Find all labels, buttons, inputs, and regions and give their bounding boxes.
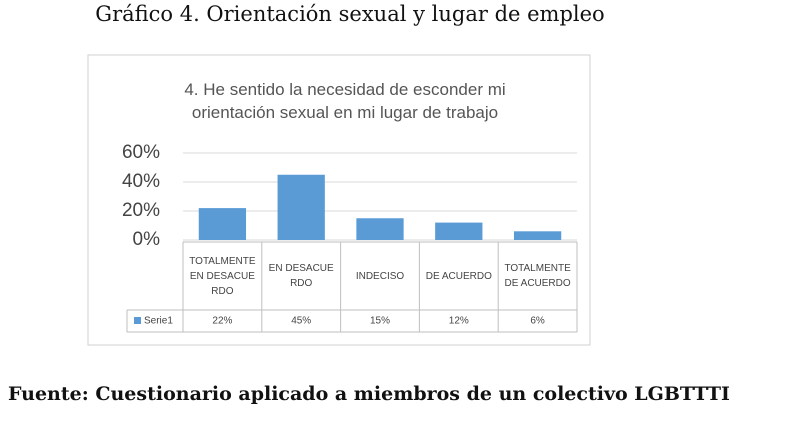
value-label: 6% [530,316,545,327]
y-tick-label: 20% [122,200,160,221]
chart-frame [87,54,591,346]
chart-title: 4. He sentido la necesidad de esconder m… [184,80,506,122]
x-tick-label: INDECISO [355,270,405,282]
bar [198,208,247,240]
y-tick-label: 0% [133,229,161,250]
value-label: 22% [212,316,232,327]
x-tick-label: TOTALMENTE EN DESACUERDO [189,255,256,297]
bar [513,231,562,240]
legend-label: Serie1 [144,316,173,327]
x-tick-label: EN DESACUERDO [268,263,334,289]
y-tick-label: 60% [122,142,160,163]
value-label: 12% [449,316,469,327]
bar [435,222,483,240]
value-label: 45% [291,316,311,327]
x-tick-label: TOTALMENTE DE ACUERDO [504,263,571,289]
value-label: 15% [370,316,390,327]
legend-swatch [134,317,141,324]
bar [277,174,325,240]
source: Fuente: Cuestionario aplicado a miembros… [8,383,730,405]
x-tick-label: DE ACUERDO [425,270,492,282]
bar [356,218,404,240]
y-tick-label: 40% [122,171,160,192]
heading: Gráfico 4. Orientación sexual y lugar de… [95,2,605,26]
